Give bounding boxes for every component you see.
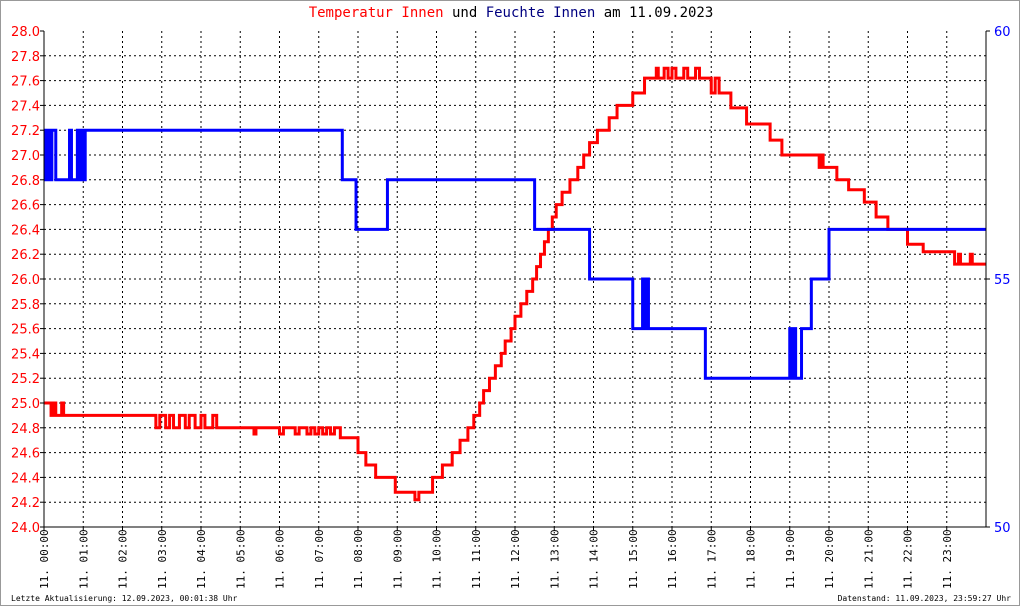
x-tick-label: 11. 13:00 bbox=[548, 529, 561, 589]
x-tick-label: 11. 08:00 bbox=[352, 529, 365, 589]
x-tick-label: 11. 20:00 bbox=[823, 529, 836, 589]
series-line-humidity bbox=[44, 128, 986, 380]
title-part-humidity: Feuchte Innen bbox=[485, 5, 596, 21]
y-left-tick-label: 24.0 bbox=[11, 521, 40, 536]
title-part-date: am 11.09.2023 bbox=[595, 5, 714, 21]
x-tick-label: 11. 22:00 bbox=[902, 529, 915, 589]
y-left-tick-label: 27.0 bbox=[11, 149, 40, 164]
x-tick-label: 11. 01:00 bbox=[77, 529, 90, 589]
x-tick-label: 11. 14:00 bbox=[588, 529, 601, 589]
x-tick-label: 11. 02:00 bbox=[117, 529, 130, 589]
y-right-tick-label: 60 bbox=[994, 25, 1011, 40]
title-part-und: und bbox=[443, 5, 486, 21]
y-left-tick-label: 27.8 bbox=[11, 50, 40, 65]
y-left-tick-label: 25.6 bbox=[11, 323, 40, 338]
y-right-tick-label: 55 bbox=[994, 273, 1011, 288]
y-left-tick-label: 25.2 bbox=[11, 372, 40, 387]
y-left-tick-label: 26.8 bbox=[11, 174, 40, 189]
x-tick-label: 11. 23:00 bbox=[941, 529, 954, 589]
series-line-temperature bbox=[44, 66, 986, 502]
x-tick-label: 11. 06:00 bbox=[274, 529, 287, 589]
x-tick-label: 11. 09:00 bbox=[391, 529, 404, 589]
x-tick-label: 11. 05:00 bbox=[234, 529, 247, 589]
y-left-tick-label: 24.8 bbox=[11, 422, 40, 437]
x-tick-label: 11. 03:00 bbox=[156, 529, 169, 589]
x-tick-label: 11. 16:00 bbox=[666, 529, 679, 589]
x-tick-label: 11. 17:00 bbox=[705, 529, 718, 589]
y-left-tick-label: 24.2 bbox=[11, 496, 40, 511]
x-tick-label: 11. 19:00 bbox=[784, 529, 797, 589]
y-left-tick-label: 24.6 bbox=[11, 447, 40, 462]
x-tick-label: 11. 15:00 bbox=[627, 529, 640, 589]
y-right-tick-label: 50 bbox=[994, 521, 1011, 536]
x-tick-label: 11. 12:00 bbox=[509, 529, 522, 589]
y-left-tick-label: 27.4 bbox=[11, 99, 40, 114]
y-left-tick-label: 25.0 bbox=[11, 397, 40, 412]
footer-last-update: Letzte Aktualisierung: 12.09.2023, 00:01… bbox=[11, 594, 238, 603]
y-left-tick-label: 24.4 bbox=[11, 471, 40, 486]
x-tick-label: 11. 10:00 bbox=[431, 529, 444, 589]
x-tick-label: 11. 07:00 bbox=[313, 529, 326, 589]
y-left-tick-label: 25.8 bbox=[11, 298, 40, 313]
chart-title: Temperatur Innen und Feuchte Innen am 11… bbox=[1, 5, 1020, 21]
title-part-temperature: Temperatur Innen bbox=[308, 5, 444, 21]
y-left-tick-label: 27.2 bbox=[11, 124, 40, 139]
y-left-tick-label: 28.0 bbox=[11, 25, 40, 40]
x-tick-label: 11. 04:00 bbox=[195, 529, 208, 589]
y-left-tick-label: 26.2 bbox=[11, 248, 40, 263]
y-left-tick-label: 27.6 bbox=[11, 75, 40, 90]
x-tick-label: 11. 00:00 bbox=[38, 529, 51, 589]
footer-data-status: Datenstand: 11.09.2023, 23:59:27 Uhr bbox=[837, 594, 1011, 603]
y-left-tick-label: 26.0 bbox=[11, 273, 40, 288]
x-tick-label: 11. 21:00 bbox=[862, 529, 875, 589]
y-left-tick-label: 26.6 bbox=[11, 199, 40, 214]
x-tick-label: 11. 18:00 bbox=[745, 529, 758, 589]
y-left-tick-label: 26.4 bbox=[11, 223, 40, 238]
x-tick-label: 11. 11:00 bbox=[470, 529, 483, 589]
y-left-tick-label: 25.4 bbox=[11, 347, 40, 362]
